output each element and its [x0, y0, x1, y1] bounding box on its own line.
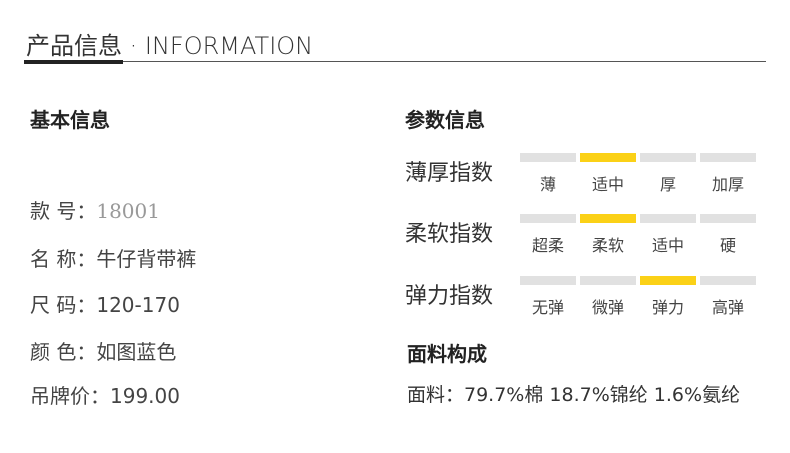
index-label: 柔软指数 — [405, 222, 494, 247]
section-title: 产品信息 · INFORMATION — [26, 32, 314, 60]
divider — [24, 61, 766, 62]
info-row: 名 称：牛仔背带裤 — [30, 243, 196, 272]
info-value: 199.00 — [110, 384, 180, 408]
index-bar — [580, 276, 636, 285]
info-label: 名 称： — [30, 247, 97, 271]
index-option: 无弹 — [531, 298, 564, 317]
index-bar-selected — [640, 276, 696, 285]
info-value: 如图蓝色 — [96, 340, 177, 364]
title-underline — [24, 60, 123, 64]
index-option: 厚 — [659, 175, 676, 194]
index-option: 薄 — [539, 175, 556, 194]
index-option: 超柔 — [531, 236, 564, 255]
info-label: 款 号： — [30, 199, 97, 223]
info-value: 牛仔背带裤 — [96, 247, 197, 271]
basic-info-heading: 基本信息 — [30, 108, 110, 132]
index-bar — [520, 214, 576, 223]
fabric-composition: 面料：79.7%棉 18.7%锦纶 1.6%氨纶 — [407, 384, 741, 406]
index-bar — [520, 153, 576, 162]
index-bar — [700, 276, 756, 285]
index-bar — [520, 276, 576, 285]
index-option: 弹力 — [651, 298, 684, 317]
index-bar-selected — [580, 214, 636, 223]
params-heading: 参数信息 — [405, 108, 485, 132]
info-value: 120-170 — [96, 293, 180, 317]
info-label: 颜 色： — [30, 340, 97, 364]
index-bar — [700, 153, 756, 162]
info-row: 款 号：18001 — [30, 195, 160, 224]
index-bar — [640, 214, 696, 223]
info-row: 吊牌价：199.00 — [30, 380, 180, 409]
index-option: 高弹 — [711, 298, 744, 317]
index-option: 硬 — [719, 236, 736, 255]
info-row: 尺 码：120-170 — [30, 289, 180, 318]
index-option: 柔软 — [591, 236, 624, 255]
fabric-heading: 面料构成 — [407, 342, 487, 366]
index-label: 薄厚指数 — [405, 161, 494, 186]
index-option: 加厚 — [711, 175, 744, 194]
index-label: 弹力指数 — [405, 284, 494, 309]
index-option: 微弹 — [591, 298, 624, 317]
info-value: 18001 — [96, 199, 160, 223]
info-row: 颜 色：如图蓝色 — [30, 336, 176, 365]
info-label: 尺 码： — [30, 293, 97, 317]
index-bar — [640, 153, 696, 162]
index-option: 适中 — [591, 175, 624, 194]
info-label: 吊牌价： — [30, 384, 110, 408]
index-bar — [700, 214, 756, 223]
index-option: 适中 — [651, 236, 684, 255]
index-bar-selected — [580, 153, 636, 162]
